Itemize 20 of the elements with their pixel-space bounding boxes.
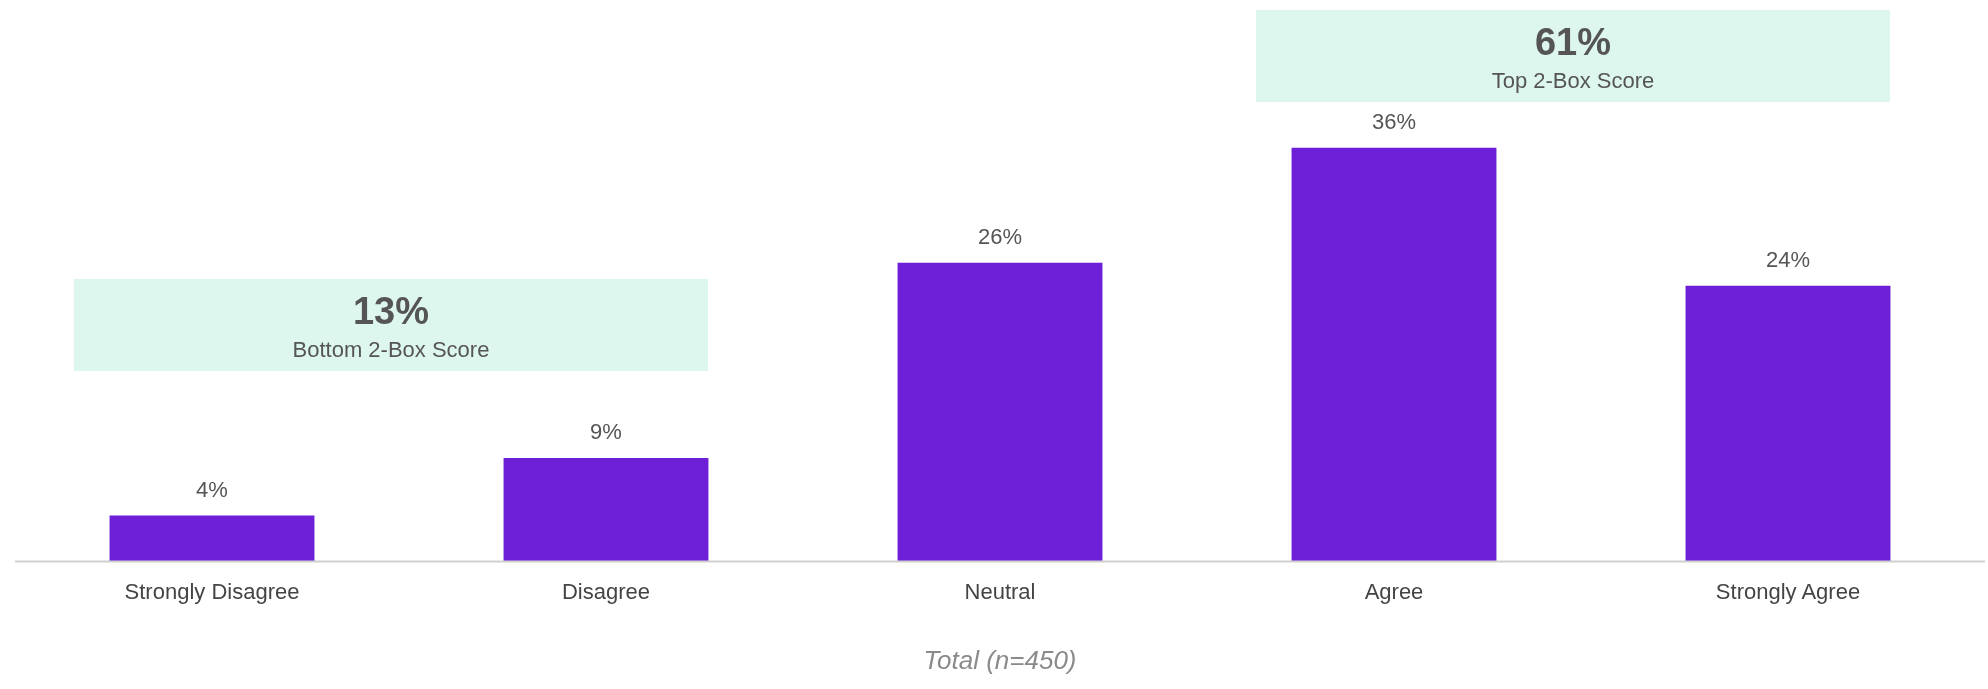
bar bbox=[1291, 147, 1497, 562]
callout-box: 61% Top 2-Box Score bbox=[1255, 10, 1891, 102]
data-label: 9% bbox=[590, 419, 622, 445]
annotation: Bottom 2-Box Score bbox=[291, 337, 491, 363]
callout-box: 13% Bottom 2-Box Score bbox=[73, 279, 709, 371]
data-label: 26% bbox=[977, 223, 1023, 249]
data-label: 36% bbox=[1371, 108, 1417, 134]
bar bbox=[503, 457, 709, 562]
x-tick-label: Strongly Agree bbox=[1715, 578, 1861, 604]
bar bbox=[897, 262, 1103, 562]
x-tick-label: Strongly Disagree bbox=[124, 578, 300, 604]
data-label: 4% bbox=[196, 476, 228, 502]
x-tick-label: Disagree bbox=[561, 578, 651, 604]
data-label: 24% bbox=[1765, 246, 1811, 272]
annotation: 13% bbox=[351, 289, 430, 333]
bar bbox=[1685, 285, 1891, 562]
x-axis-title: Total (n=450) bbox=[923, 644, 1077, 675]
x-tick-label: Neutral bbox=[964, 578, 1036, 604]
bar bbox=[109, 515, 315, 562]
x-tick-label: Agree bbox=[1364, 578, 1424, 604]
